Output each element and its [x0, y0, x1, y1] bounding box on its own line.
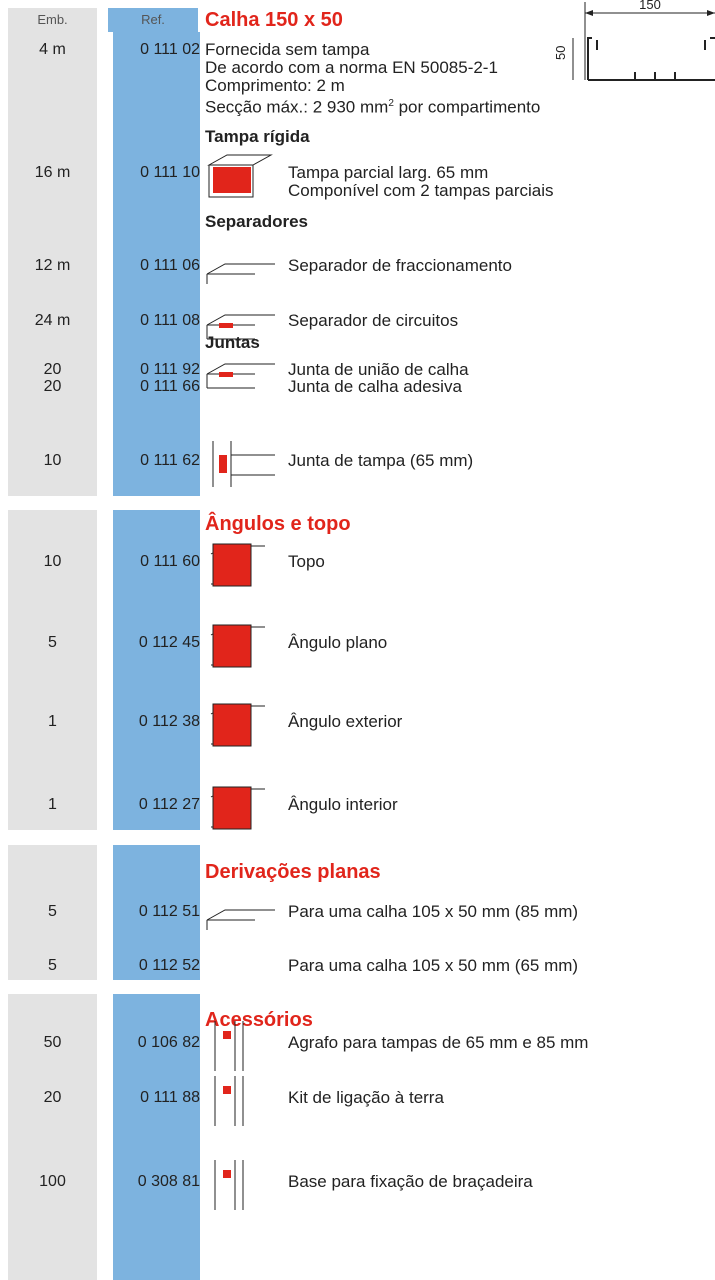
- ref: 0 111 92: [140, 361, 200, 378]
- emb: 1: [48, 796, 57, 813]
- ref: 0 106 82: [137, 1034, 200, 1051]
- ref-column: [113, 845, 200, 980]
- description: Topo: [288, 552, 325, 571]
- ref: 0 111 08: [140, 312, 200, 329]
- profile-diagram: 150 50: [555, 0, 715, 81]
- description: Junta de calha adesiva: [288, 377, 462, 396]
- product-icon: [207, 154, 273, 198]
- ref: 0 111 10: [140, 164, 200, 181]
- emb: 5: [48, 957, 57, 974]
- emb: 24 m: [34, 312, 71, 329]
- description: Junta de tampa (65 mm): [288, 451, 474, 470]
- emb: 50: [43, 1034, 62, 1051]
- product-icon: [214, 1076, 244, 1126]
- product-icon: [212, 441, 275, 487]
- diagram-height: 50: [555, 46, 568, 60]
- product-icon: [206, 363, 275, 389]
- ref-header: Ref.: [108, 8, 198, 32]
- description: Para uma calha 105 x 50 mm (85 mm): [288, 902, 579, 921]
- description: Base para fixação de braçadeira: [288, 1172, 533, 1191]
- description: Fornecida sem tampa: [205, 40, 370, 59]
- emb-column: [8, 994, 97, 1280]
- emb-header: Emb.: [8, 8, 97, 32]
- emb-column: [8, 845, 97, 980]
- ref: 0 112 45: [138, 634, 200, 651]
- description: Separador de fraccionamento: [288, 256, 512, 275]
- ref: 0 111 60: [140, 553, 200, 570]
- ref: 0 111 66: [140, 378, 200, 395]
- emb: 1: [48, 713, 57, 730]
- description: Para uma calha 105 x 50 mm (65 mm): [288, 956, 579, 975]
- description: Tampa parcial larg. 65 mm: [288, 163, 489, 182]
- ref: 0 111 62: [140, 452, 200, 469]
- emb: 12 m: [34, 257, 71, 274]
- emb: 10: [43, 553, 62, 570]
- product-icon: [206, 909, 275, 930]
- emb: 4 m: [39, 41, 66, 58]
- product-icon: [214, 1160, 244, 1210]
- description: Kit de ligação à terra: [288, 1088, 444, 1107]
- ref: 0 111 88: [140, 1089, 200, 1106]
- description: Agrafo para tampas de 65 mm e 85 mm: [288, 1033, 589, 1052]
- ref: 0 111 02: [140, 41, 200, 58]
- emb: 10: [43, 452, 62, 469]
- ref: 0 112 52: [138, 957, 200, 974]
- product-icon: [214, 1021, 244, 1071]
- section-title: Ângulos e topo: [205, 513, 351, 535]
- product-icon: [210, 703, 265, 747]
- superscript: 2: [388, 98, 394, 109]
- ref: 0 111 06: [140, 257, 200, 274]
- emb-column: [8, 32, 97, 496]
- emb-column: [8, 510, 97, 830]
- emb: 5: [48, 903, 57, 920]
- emb: 20: [43, 1089, 62, 1106]
- emb: 16 m: [34, 164, 71, 181]
- description: Ângulo plano: [288, 633, 388, 652]
- description: De acordo com a norma EN 50085-2-1: [205, 58, 498, 77]
- ref-column: [113, 32, 200, 496]
- description: Componível com 2 tampas parciais: [288, 181, 554, 200]
- ref: 0 112 27: [138, 796, 200, 813]
- ref: 0 112 38: [138, 713, 200, 730]
- section-title: Derivações planas: [205, 861, 381, 883]
- product-icon: [206, 314, 275, 340]
- group-heading: Tampa rígida: [205, 127, 310, 146]
- ref-column: [113, 994, 200, 1280]
- section-title: Calha 150 x 50: [205, 9, 343, 31]
- group-heading: Juntas: [205, 333, 260, 352]
- product-icon: [210, 786, 265, 830]
- ref: 0 112 51: [138, 903, 200, 920]
- description-tail: por compartimento: [393, 97, 541, 117]
- description: Ângulo exterior: [288, 712, 403, 731]
- description: Separador de circuitos: [288, 311, 459, 330]
- emb: 5: [48, 634, 57, 651]
- section-title: Acessórios: [205, 1009, 313, 1031]
- emb: 100: [39, 1173, 66, 1190]
- product-icon: [210, 543, 265, 587]
- description: Junta de união de calha: [288, 360, 469, 379]
- ref: 0 308 81: [137, 1173, 200, 1190]
- ref-column: [113, 510, 200, 830]
- emb: 20: [43, 378, 62, 395]
- diagram-width: 150: [639, 0, 661, 12]
- emb: 20: [43, 361, 62, 378]
- product-icon: [210, 624, 265, 668]
- group-heading: Separadores: [205, 212, 308, 231]
- product-icon: [206, 263, 275, 284]
- description: Comprimento: 2 m: [205, 76, 345, 95]
- description: Secção máx.: 2 930 mm2 por compartimento: [205, 97, 541, 117]
- description: Ângulo interior: [288, 795, 398, 814]
